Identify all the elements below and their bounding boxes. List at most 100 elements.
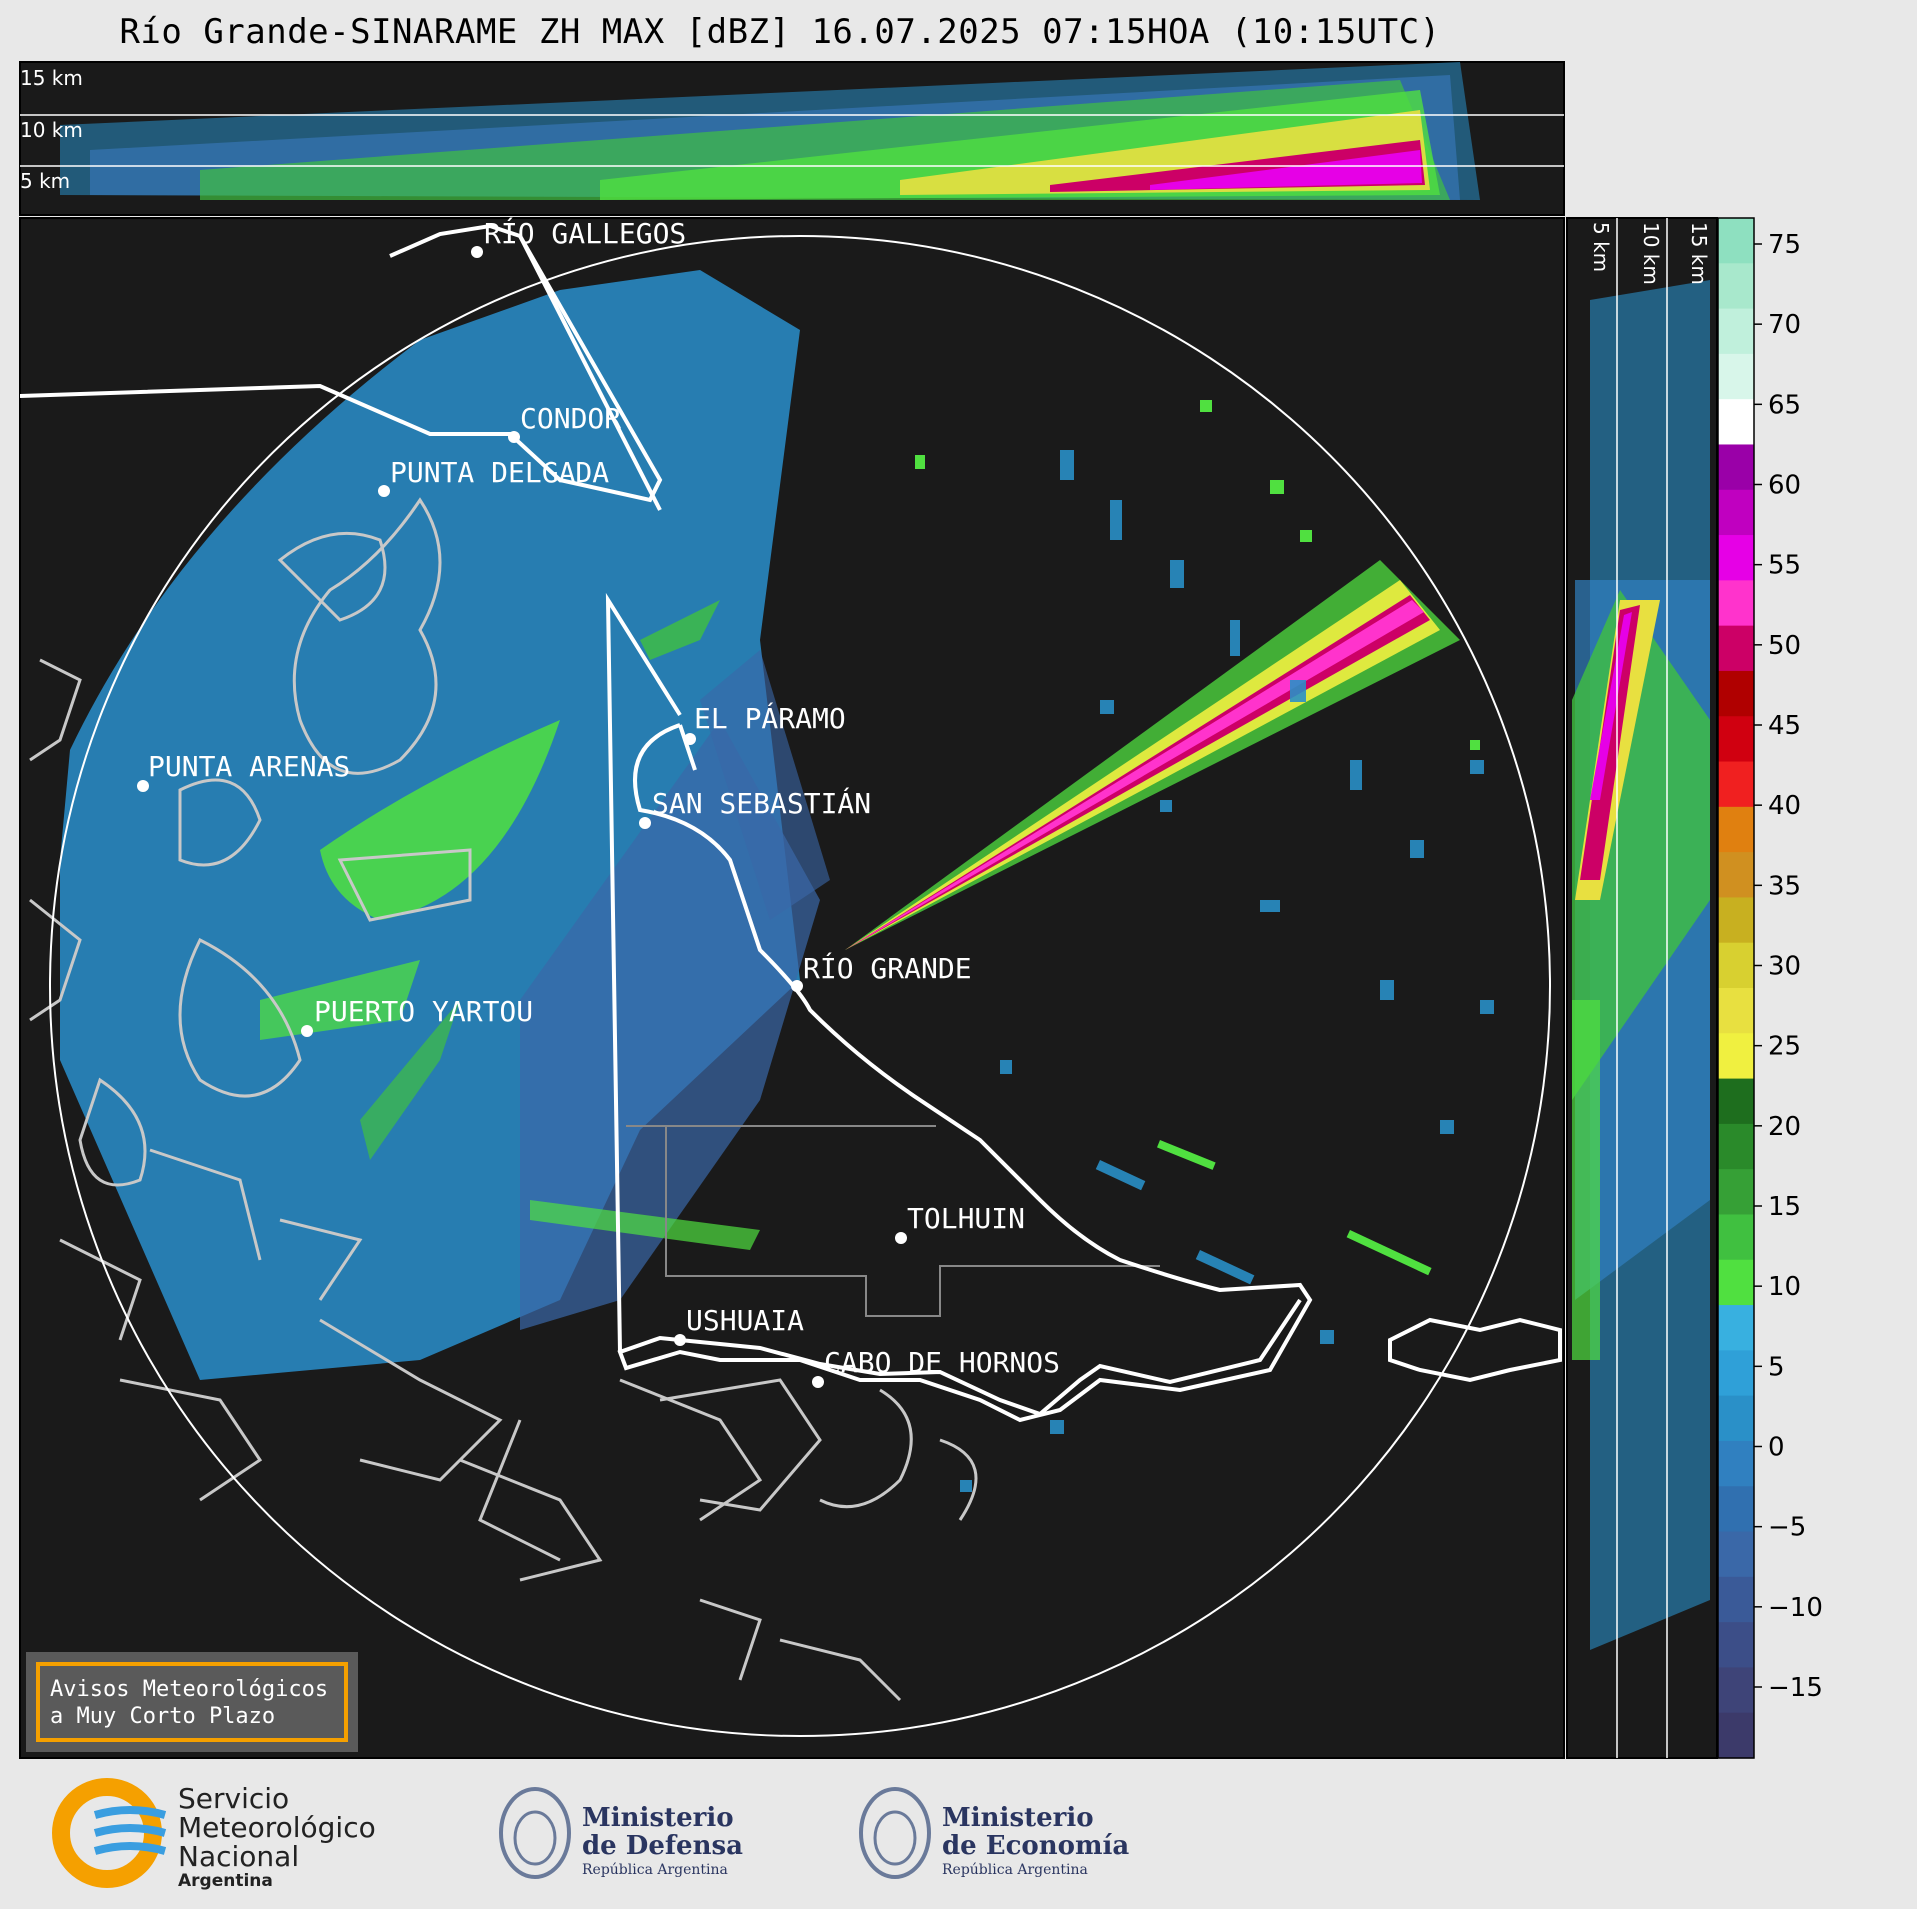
city-marker-puerto-yartou <box>301 1025 313 1037</box>
city-marker-punta-delgada <box>378 485 390 497</box>
coastline-mainland <box>20 223 663 503</box>
colorbar-tick-label: 30 <box>1768 952 1801 982</box>
colorbar-frame <box>1717 217 1755 1759</box>
economia-line-2: de Economía <box>942 1831 1129 1861</box>
city-marker-condor <box>508 431 520 443</box>
colorbar-segment <box>1718 308 1754 355</box>
colorbar-segment <box>1718 852 1754 899</box>
colorbar-tick-label: 55 <box>1768 551 1801 581</box>
city-marker-punta-arenas <box>137 780 149 792</box>
colorbar-segment <box>1718 1078 1754 1125</box>
colorbar-segment <box>1718 1259 1754 1306</box>
smn-line-3: Nacional <box>178 1840 299 1873</box>
colorbar-tick-label: 35 <box>1768 871 1801 901</box>
city-label-rio-gallegos: RÍO GALLEGOS <box>484 216 686 250</box>
city-marker-rio-grande <box>791 980 803 992</box>
defensa-line-3: República Argentina <box>582 1862 728 1878</box>
coat-of-arms-icon <box>859 1787 931 1879</box>
range-ring <box>49 235 1551 1737</box>
colorbar-tick-label: 60 <box>1768 471 1801 501</box>
city-marker-el-paramo <box>684 733 696 745</box>
notice-box: Avisos Meteorológicos a Muy Corto Plazo <box>26 1652 358 1752</box>
top-label-10km: 10 km <box>20 118 83 142</box>
city-label-punta-arenas: PUNTA ARENAS <box>148 750 350 783</box>
colorbar-tick-label: 10 <box>1768 1272 1801 1302</box>
colorbar-segment <box>1718 1622 1754 1669</box>
top-label-15km: 15 km <box>20 66 83 90</box>
side-label-5km: 5 km <box>1589 222 1613 272</box>
top-cross-section-panel: 15 km 10 km 5 km <box>19 61 1565 216</box>
defensa-line-2: de Defensa <box>582 1831 743 1861</box>
colorbar-tick-label: −15 <box>1768 1673 1823 1703</box>
logo-smn: Servicio Meteorológico Nacional Argentin… <box>52 1778 376 1891</box>
colorbar-segment <box>1718 1531 1754 1578</box>
colorbar-tick-label: 45 <box>1768 711 1801 741</box>
logo-ministerio-economia: Ministerio de Economía República Argenti… <box>859 1787 1129 1879</box>
top-label-5km: 5 km <box>20 169 70 193</box>
colorbar-segment <box>1718 1576 1754 1623</box>
colorbar-segment <box>1718 988 1754 1034</box>
colorbar-segment <box>1718 806 1754 853</box>
side-cross-section-panel: 5 km 10 km 15 km <box>1566 217 1718 1759</box>
colorbar-segment <box>1718 1486 1754 1533</box>
colorbar-segment <box>1718 218 1754 264</box>
city-label-el-paramo: EL PÁRAMO <box>694 701 846 735</box>
city-label-puerto-yartou: PUERTO YARTOU <box>314 995 533 1028</box>
colorbar-segment <box>1718 1350 1754 1397</box>
notice-line-1: Avisos Meteorológicos <box>50 1677 328 1702</box>
city-marker-cabo-de-hornos <box>812 1376 824 1388</box>
colorbar-segment <box>1718 625 1754 672</box>
colorbar-segment <box>1718 1033 1754 1080</box>
colorbar-segment <box>1718 1712 1754 1759</box>
colorbar-segment <box>1718 580 1754 627</box>
colorbar-tick-label: −5 <box>1768 1513 1806 1543</box>
colorbar-segment <box>1718 1123 1754 1170</box>
city-marker-rio-gallegos <box>471 246 483 258</box>
colorbar-tick-label: 50 <box>1768 631 1801 661</box>
colorbar-segment <box>1718 535 1754 581</box>
colorbar-tick-label: 75 <box>1768 230 1801 260</box>
colorbar-segment <box>1718 716 1754 763</box>
city-label-punta-delgada: PUNTA DELGADA <box>390 456 609 489</box>
coat-of-arms-icon <box>499 1787 571 1879</box>
colorbar-tick-label: 20 <box>1768 1112 1801 1142</box>
colorbar-segment <box>1718 897 1754 944</box>
city-label-tolhuin: TOLHUIN <box>907 1202 1025 1235</box>
colorbar-segment <box>1718 942 1754 989</box>
city-label-cabo-de-hornos: CABO DE HORNOS <box>824 1346 1060 1379</box>
colorbar-segment <box>1718 1169 1754 1216</box>
colorbar-segment <box>1718 489 1754 536</box>
economia-line-3: República Argentina <box>942 1862 1088 1878</box>
chart-title: Río Grande-SINARAME ZH MAX [dBZ] 16.07.2… <box>119 12 1441 52</box>
colorbar-tick-label: 0 <box>1768 1433 1785 1463</box>
side-label-10km: 10 km <box>1639 222 1663 285</box>
coastline-tierra-del-fuego <box>617 723 1313 1423</box>
colorbar-tick-label: 40 <box>1768 791 1801 821</box>
colorbar-segment <box>1718 1305 1754 1351</box>
colorbar-segment <box>1718 1214 1754 1261</box>
city-label-rio-grande: RÍO GRANDE <box>803 951 972 985</box>
economia-line-1: Ministerio <box>942 1803 1094 1833</box>
colorbar-tick-label: 70 <box>1768 310 1801 340</box>
colorbar-segment <box>1718 1440 1754 1487</box>
logo-ministerio-defensa: Ministerio de Defensa República Argentin… <box>499 1787 743 1879</box>
colorbar-tick-label: 25 <box>1768 1032 1801 1062</box>
notice-line-2: a Muy Corto Plazo <box>50 1704 275 1729</box>
side-label-15km: 15 km <box>1687 222 1711 285</box>
colorbar-segment <box>1718 1395 1754 1442</box>
defensa-line-1: Ministerio <box>582 1803 734 1833</box>
coastline-staten-island <box>1388 1317 1562 1383</box>
smn-line-1: Servicio <box>178 1782 289 1815</box>
city-label-condor: CONDOR <box>520 402 621 435</box>
city-label-san-sebastian: SAN SEBASTIÁN <box>652 786 871 820</box>
colorbar-tick-label: 15 <box>1768 1192 1801 1222</box>
city-marker-tolhuin <box>895 1232 907 1244</box>
smn-line-2: Meteorológico <box>178 1811 376 1844</box>
colorbar-segment <box>1718 444 1754 491</box>
colorbar-tick-label: 65 <box>1768 390 1801 420</box>
colorbar-segment <box>1718 1667 1754 1714</box>
colorbar-tick-label: −10 <box>1768 1593 1823 1623</box>
colorbar-segment <box>1718 263 1754 310</box>
colorbar-tick-label: 5 <box>1768 1352 1785 1382</box>
